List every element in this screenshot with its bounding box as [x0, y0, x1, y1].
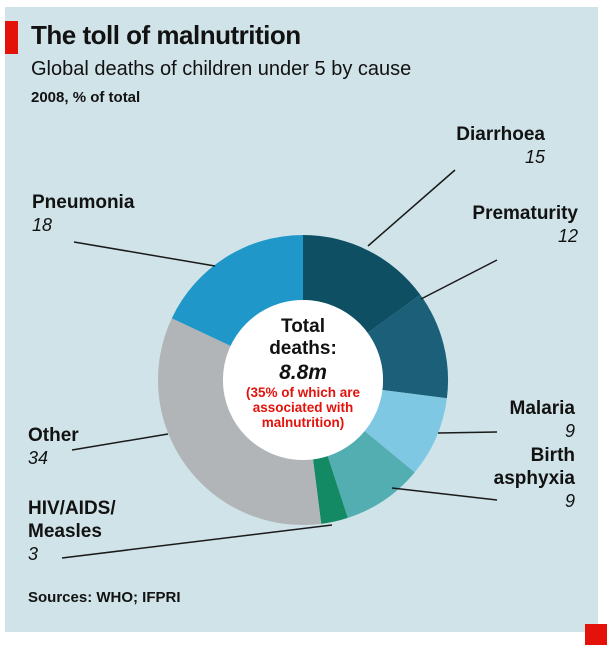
callout-malaria-value: 9 [564, 420, 575, 441]
callout-prematurity-value: 12 [557, 225, 578, 246]
segment-pneumonia [171, 235, 303, 346]
leader-line [61, 524, 333, 559]
leader-line [437, 431, 498, 434]
donut-hole [223, 300, 383, 460]
callout-pneumonia-value: 18 [32, 214, 53, 235]
leader-line [73, 241, 216, 267]
segment-other [157, 318, 322, 526]
center-total-word: Total [281, 316, 325, 337]
chart-title: The toll of malnutrition [31, 20, 301, 50]
leader-line [420, 259, 498, 300]
callout-pneumonia-label: Pneumonia [32, 192, 135, 213]
callout-other-label: Other [28, 425, 79, 446]
callout-malaria: Malaria 9 [510, 398, 575, 442]
callout-pneumonia: Pneumonia 18 [32, 192, 134, 236]
center-annotation-3: malnutrition) [261, 415, 345, 431]
center-total-value: 8.8m [279, 360, 327, 384]
callout-diarrhoea-label: Diarrhoea [456, 124, 545, 145]
chart-subtitle: Global deaths of children under 5 by cau… [31, 58, 412, 80]
center-deaths-word: deaths: [269, 337, 337, 359]
callout-diarrhoea: Diarrhoea 15 [456, 124, 545, 168]
economist-red-tab [5, 21, 18, 54]
center-annotation-1: (35% of which are [245, 384, 361, 400]
callout-birth-asphyxia-value: 9 [564, 490, 575, 511]
callout-other: Other 34 [28, 425, 79, 469]
leader-line [71, 433, 169, 451]
segment-diarrhoea [303, 235, 421, 333]
segment-hiv-aids-measles [313, 456, 348, 524]
callout-hiv-value: 3 [28, 543, 39, 564]
callout-malaria-label: Malaria [509, 398, 575, 419]
callout-birth-asphyxia: Birth asphyxia 9 [494, 445, 575, 512]
callout-hiv-label-1: HIV/AIDS/ [28, 498, 116, 519]
donut-center-text: Total deaths: 8.8m (35% of which are ass… [218, 316, 388, 430]
segment-birth-asphyxia [327, 431, 415, 518]
economist-red-corner [585, 624, 607, 645]
callout-prematurity: Prematurity 12 [472, 203, 578, 247]
segment-prematurity [367, 294, 449, 399]
center-annotation-2: associated with [252, 399, 354, 415]
leader-line [367, 169, 456, 247]
callout-prematurity-label: Prematurity [472, 203, 578, 224]
segment-malaria [364, 390, 447, 473]
sources-line: Sources: WHO; IFPRI [28, 589, 181, 606]
callout-hiv-label-2: Measles [28, 520, 102, 542]
callout-birth-asphyxia-label-2: asphyxia [493, 467, 575, 489]
callout-birth-asphyxia-label-1: Birth [530, 445, 575, 466]
leader-line [391, 487, 498, 501]
callout-other-value: 34 [28, 447, 49, 468]
chart-year-note: 2008, % of total [31, 89, 141, 106]
callout-hiv-aids-measles: HIV/AIDS/ Measles 3 [28, 498, 116, 565]
callout-diarrhoea-value: 15 [524, 146, 545, 167]
